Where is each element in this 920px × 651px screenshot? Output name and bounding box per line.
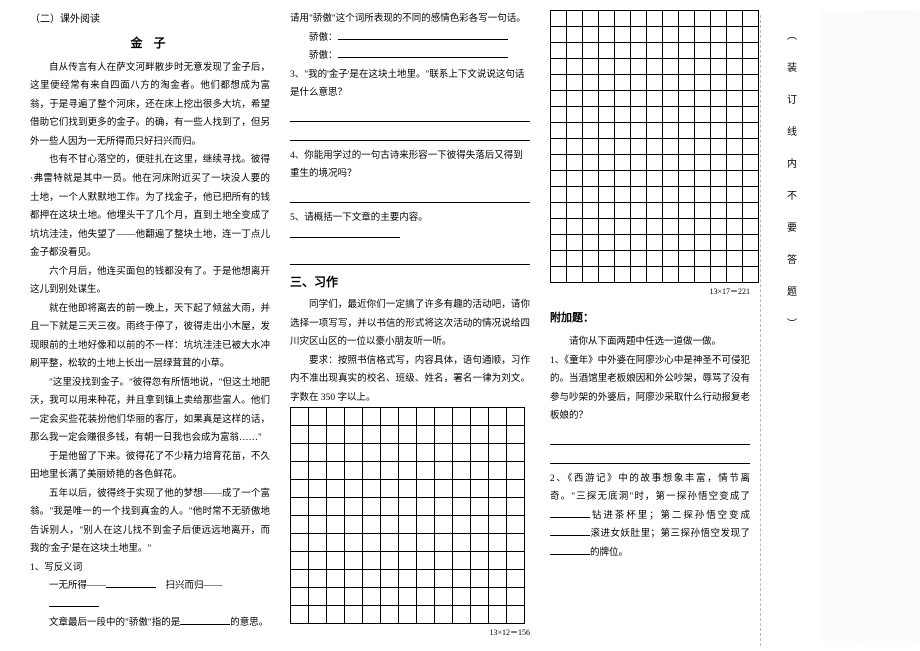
reading-paragraph: 五年以后，彼得终于实现了他的梦想——成了一个富翁。"我是唯一的一个找到真金的人。… [30, 485, 270, 559]
q3-text: 3、"我的'金子'是在这块土地里。"联系上下文说说这句话是什么意思？ [290, 70, 524, 99]
column-3: 13×17＝221 附加题： 请你从下面两题中任选一道做一做。 1、《童年》中外… [540, 10, 760, 641]
binding-dash-line [760, 15, 761, 646]
q4: 4、你能用学过的一句古诗来形容一下彼得失落后又得到重生的境况吗？ [290, 147, 530, 184]
q2: 文章最后一段中的"骄傲"指的是 的意思。 [30, 614, 270, 633]
attach-q2-c: 滚进女妖肚里；第三探孙悟空发现了 [590, 529, 750, 539]
blank[interactable] [49, 597, 99, 607]
blank[interactable] [180, 616, 230, 626]
shaded-margin [820, 10, 920, 641]
q2b-b: 骄傲： [290, 47, 530, 66]
reading-paragraph: 就在他即将离去的前一晚上，天下起了倾盆大雨，并且一下就是三天三夜。雨终于停了，彼… [30, 300, 270, 374]
section-3-head: 三、习作 [290, 271, 530, 294]
section-label: （二）课外阅读 [30, 10, 270, 30]
reading-paragraph: "这里没找到金子。"彼得忽有所悟地说，"但这土地肥沃，我可以用来种花，并且拿到镇… [30, 374, 270, 448]
answer-line[interactable] [290, 252, 530, 265]
blank[interactable] [550, 545, 590, 555]
q4-text: 4、你能用学过的一句古诗来形容一下彼得失落后又得到重生的境况吗？ [290, 151, 523, 180]
writing-grid-2[interactable] [550, 10, 759, 283]
attach-q2-a: 2、《西游记》中的故事想象丰富，情节离奇。"三探无底洞"时，第一探孙悟空变成了 [550, 474, 750, 503]
q5-text: 5、请概括一下文章的主要内容。 [290, 213, 428, 223]
writing-grid-1-wrap: 13×12＝156 [290, 407, 530, 641]
q2b-label-b: 骄傲： [309, 51, 338, 61]
writing-grid-2-wrap: 13×17＝221 [550, 10, 750, 300]
reading-paragraph: 也有不甘心落空的，便驻扎在这里，继续寻找。彼得·弗雷特就是其中一员。他在河床附近… [30, 151, 270, 262]
q2-tail: 的意思。 [230, 618, 268, 628]
attach-intro: 请你从下面两题中任选一道做一做。 [550, 333, 750, 352]
attach-title: 附加题： [550, 308, 750, 329]
blank[interactable] [106, 579, 156, 589]
column-4: （装订线内不要答题） [760, 10, 820, 641]
essay-req: 要求：按照书信格式写，内容具体，语句通顺，习作内不准出现真实的校名、班级、姓名，… [290, 352, 530, 408]
q1-items: 一无所得—— 扫兴而归—— [30, 577, 270, 614]
answer-line[interactable] [290, 109, 530, 122]
answer-line[interactable] [550, 432, 750, 445]
q2b-label-a: 骄傲： [309, 33, 338, 43]
reading-title: 金 子 [30, 32, 270, 55]
blank[interactable] [550, 508, 590, 518]
blank[interactable] [338, 48, 508, 58]
blank[interactable] [550, 527, 590, 537]
q1-item-b: 扫兴而归—— [166, 581, 223, 591]
essay-intro: 同学们，最近你们一定搞了许多有趣的活动吧，请你选择一项写写，并以书信的形式将这次… [290, 296, 530, 352]
answer-line[interactable] [290, 128, 530, 141]
column-1: （二）课外阅读 金 子 自从传言有人在萨文河畔散步时无意发现了金子后，这里便经常… [20, 10, 280, 641]
reading-paragraph: 六个月后，他连买面包的钱都没有了。于是他想离开这儿到别处谋生。 [30, 263, 270, 300]
q3: 3、"我的'金子'是在这块土地里。"联系上下文说说这句话是什么意思？ [290, 66, 530, 103]
blank[interactable] [290, 229, 400, 239]
grid1-caption: 13×12＝156 [290, 625, 530, 641]
answer-line[interactable] [290, 190, 530, 203]
q5: 5、请概括一下文章的主要内容。 [290, 209, 530, 246]
binding-vertical-text: （装订线内不要答题） [783, 30, 798, 350]
answer-line[interactable] [550, 451, 750, 464]
attach-q2: 2、《西游记》中的故事想象丰富，情节离奇。"三探无底洞"时，第一探孙悟空变成了钻… [550, 470, 750, 563]
q1-label: 1、写反义词 [30, 559, 270, 578]
grid2-caption: 13×17＝221 [550, 284, 750, 300]
reading-paragraphs: 自从传言有人在萨文河畔散步时无意发现了金子后，这里便经常有来自四面八方的淘金者。… [30, 59, 270, 559]
reading-paragraph: 于是他留了下来。彼得花了不少精力培育花苗，不久田地里长满了美丽娇艳的各色鲜花。 [30, 448, 270, 485]
q1-item-a: 一无所得—— [49, 581, 106, 591]
blank[interactable] [338, 30, 508, 40]
writing-grid-1[interactable] [290, 407, 525, 624]
attach-q1: 1、《童年》中外婆在阿廖沙心中是神圣不可侵犯的。当酒馆里老板娘因和外公吵架，辱骂… [550, 352, 750, 426]
q2b-text: 请用"骄傲"这个词所表现的不同的感情色彩各写一句话。 [290, 10, 530, 29]
page-root: （二）课外阅读 金 子 自从传言有人在萨文河畔散步时无意发现了金子后，这里便经常… [0, 0, 920, 651]
attach-q2-d: 的牌位。 [590, 548, 628, 558]
attach-q2-b: 钻进茶杯里；第二探孙悟空变成 [590, 511, 750, 521]
q2-text: 文章最后一段中的"骄傲"指的是 [49, 618, 180, 628]
column-2: 请用"骄傲"这个词所表现的不同的感情色彩各写一句话。 骄傲： 骄傲： 3、"我的… [280, 10, 540, 641]
q2b-a: 骄傲： [290, 29, 530, 48]
reading-paragraph: 自从传言有人在萨文河畔散步时无意发现了金子后，这里便经常有来自四面八方的淘金者。… [30, 59, 270, 152]
